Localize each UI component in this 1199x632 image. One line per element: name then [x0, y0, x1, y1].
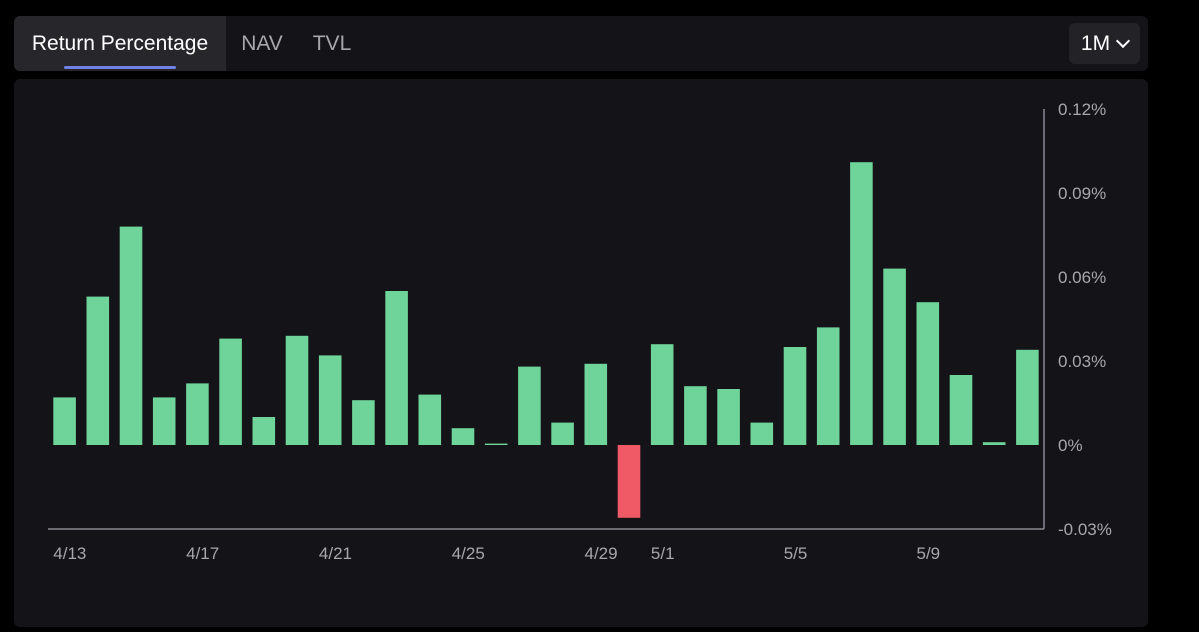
bar [717, 389, 740, 445]
tab-bar: Return Percentage NAV TVL 1M [14, 16, 1148, 71]
bar [551, 422, 574, 445]
x-tick-label: 5/9 [917, 544, 941, 563]
bar [949, 375, 973, 445]
bar [584, 363, 608, 445]
x-tick-label: 4/13 [53, 544, 86, 563]
x-tick-label: 4/21 [319, 544, 352, 563]
bar [650, 344, 674, 445]
bar [451, 428, 475, 445]
tab-label: NAV [241, 31, 283, 55]
bar [982, 442, 1006, 445]
tab-return-percentage[interactable]: Return Percentage [14, 16, 226, 71]
bar [750, 422, 774, 445]
tab-label: TVL [312, 31, 352, 55]
bar [186, 383, 209, 445]
y-tick-label: 0.12% [1058, 100, 1106, 119]
chevron-down-icon [1116, 33, 1131, 49]
bar [518, 366, 541, 445]
bar [850, 162, 873, 445]
bar [219, 338, 242, 445]
bar [53, 397, 76, 445]
active-tab-indicator [64, 66, 176, 69]
bar [783, 347, 807, 445]
x-tick-label: 5/1 [651, 544, 675, 563]
bar [252, 417, 276, 445]
time-range-dropdown[interactable]: 1M [1069, 23, 1140, 64]
return-percentage-chart: 0.12% 0.09% 0.06% 0.03% 0% -0.03% 4/13 4/17 4/21… [48, 100, 1112, 563]
y-tick-label: 0.03% [1058, 352, 1106, 371]
bar [418, 394, 442, 445]
bar [684, 386, 707, 445]
x-tick-label: 4/25 [452, 544, 485, 563]
x-tick-label: 4/29 [585, 544, 618, 563]
tab-tvl[interactable]: TVL [302, 16, 362, 71]
y-tick-label: 0.09% [1058, 184, 1106, 203]
time-range-value: 1M [1080, 31, 1111, 55]
tab-nav[interactable]: NAV [230, 16, 294, 71]
bar [617, 445, 641, 518]
bar [385, 291, 408, 445]
bar [916, 302, 940, 445]
y-tick-label: -0.03% [1058, 520, 1112, 539]
bar [1016, 349, 1039, 445]
bar [352, 400, 375, 445]
x-tick-label: 4/17 [186, 544, 219, 563]
tab-label: Return Percentage [31, 31, 209, 55]
x-tick-label: 5/5 [784, 544, 808, 563]
y-tick-label: 0.06% [1058, 268, 1106, 287]
bar [318, 355, 342, 445]
bar [119, 226, 143, 445]
y-tick-label: 0% [1058, 436, 1083, 455]
bar [152, 397, 176, 445]
bar [484, 443, 508, 445]
chart-panel: 0.12% 0.09% 0.06% 0.03% 0% -0.03% 4/13 4/17 4/21… [14, 79, 1148, 627]
bar [86, 296, 110, 445]
bar [816, 327, 840, 445]
bar [285, 335, 309, 445]
bar [883, 268, 906, 445]
